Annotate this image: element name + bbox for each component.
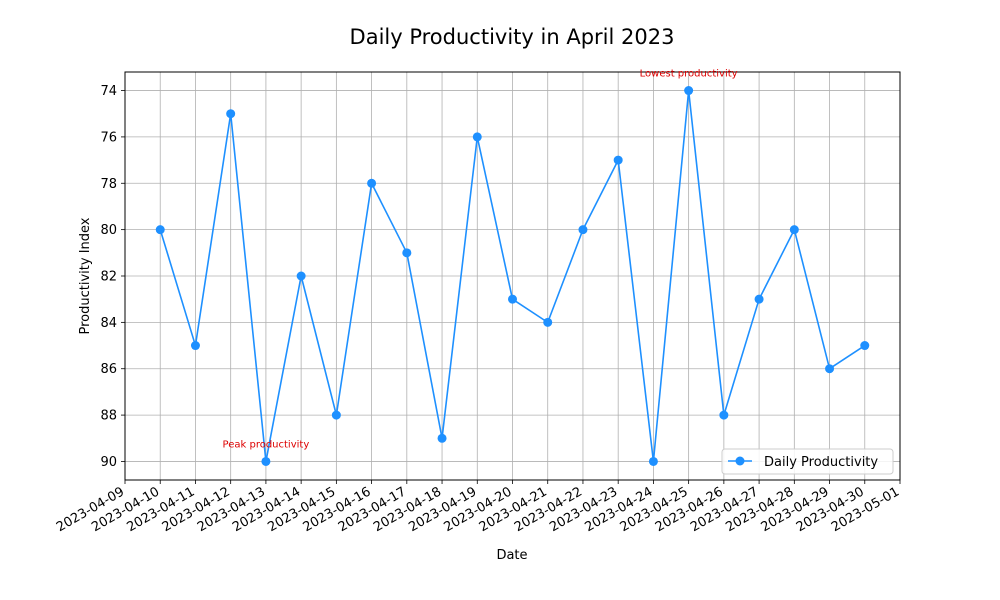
data-point (543, 317, 553, 327)
y-tick-label: 76 (100, 130, 117, 145)
data-point (789, 225, 799, 235)
annotation-label: Peak productivity (223, 439, 310, 450)
series-daily-productivity (155, 86, 870, 466)
legend-label: Daily Productivity (764, 455, 878, 470)
data-point (261, 456, 271, 466)
legend: Daily Productivity (721, 448, 894, 475)
data-point (860, 341, 870, 351)
x-axis-label: Date (496, 548, 527, 563)
legend-box (721, 448, 894, 475)
annotations: Peak productivity Lowest productivity (223, 69, 738, 451)
y-tick-label: 82 (100, 270, 117, 285)
chart-title: Daily Productivity in April 2023 (350, 25, 675, 49)
y-tick-label: 78 (100, 177, 117, 192)
annotation-label: Lowest productivity (640, 69, 738, 80)
y-tick-label: 90 (100, 455, 117, 470)
data-point (155, 225, 165, 235)
y-axis-ticks: 74 76 78 80 82 84 86 88 90 (100, 84, 125, 470)
data-point (331, 410, 341, 420)
data-point (754, 294, 764, 304)
data-point (578, 225, 588, 235)
data-point (508, 294, 517, 304)
y-axis-label: Productivity Index (78, 217, 93, 334)
data-point (190, 341, 200, 351)
data-point (719, 410, 729, 420)
legend-marker-swatch (735, 456, 745, 466)
data-point (402, 248, 412, 258)
data-point (367, 178, 377, 188)
y-tick-label: 86 (100, 362, 117, 377)
data-point (648, 456, 658, 466)
data-point (825, 364, 835, 374)
data-point (613, 155, 623, 165)
y-tick-label: 80 (100, 223, 117, 238)
y-tick-label: 84 (100, 316, 117, 331)
data-point (226, 109, 236, 119)
data-point (684, 86, 694, 96)
data-point (437, 433, 447, 443)
grid (124, 72, 901, 480)
y-tick-label: 74 (100, 84, 117, 99)
data-point (296, 271, 306, 281)
data-point (472, 132, 482, 142)
y-tick-label: 88 (100, 409, 117, 424)
